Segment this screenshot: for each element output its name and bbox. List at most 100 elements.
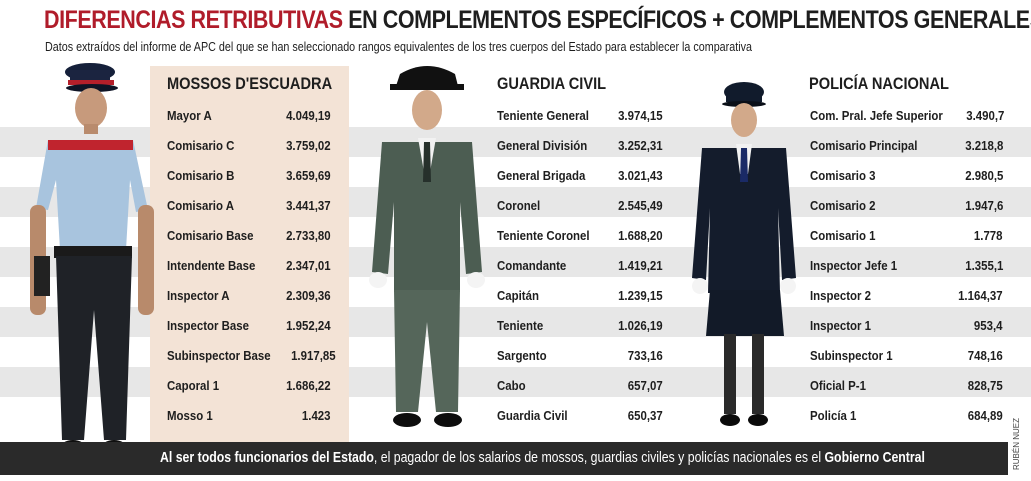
- rank-value: 684,89: [968, 407, 1003, 423]
- table-row: Mosso 1 1.423: [167, 400, 331, 430]
- rank-name: Caporal 1: [167, 377, 220, 393]
- rank-name: Subinspector 1: [810, 347, 893, 363]
- rank-name: Policía 1: [810, 407, 857, 423]
- rank-name: Comisario Principal: [810, 137, 918, 153]
- subtitle: Datos extraídos del informe de APC del q…: [45, 40, 752, 54]
- rank-name: Inspector A: [167, 287, 230, 303]
- footer-note: Al ser todos funcionarios del Estado, el…: [160, 449, 925, 466]
- policia-nacional-header: POLICÍA NACIONAL: [809, 74, 949, 93]
- rank-value: 3.659,69: [286, 167, 331, 183]
- rank-name: General División: [497, 137, 588, 153]
- rank-name: Mayor A: [167, 107, 212, 123]
- table-row: Comisario B 3.659,69: [167, 160, 331, 190]
- rank-name: Guardia Civil: [497, 407, 568, 423]
- rank-name: Comisario 2: [810, 197, 876, 213]
- table-row: Teniente 1.026,19: [497, 310, 663, 340]
- table-row: Cabo 657,07: [497, 370, 663, 400]
- guardia-civil-figure: [369, 66, 485, 427]
- rank-value: 1.423: [302, 407, 331, 423]
- rank-name: Sargento: [497, 347, 547, 363]
- table-row: Teniente General 3.974,15: [497, 100, 663, 130]
- table-row: Inspector A 2.309,36: [167, 280, 331, 310]
- rank-value: 748,16: [968, 347, 1003, 363]
- rank-name: Capitán: [497, 287, 539, 303]
- rank-name: Inspector 2: [810, 287, 872, 303]
- policia-nacional-figure: [692, 82, 796, 426]
- title-highlight: DIFERENCIAS RETRIBUTIVAS: [44, 6, 343, 34]
- table-row: Inspector 1 953,4: [810, 310, 1003, 340]
- rank-name: Intendente Base: [167, 257, 256, 273]
- table-row: Inspector Base 1.952,24: [167, 310, 331, 340]
- rank-name: Comisario 1: [810, 227, 876, 243]
- rank-value: 1.355,1: [964, 257, 1003, 273]
- table-row: Mayor A 4.049,19: [167, 100, 331, 130]
- table-row: Subinspector 1 748,16: [810, 340, 1003, 370]
- photo-credit: RUBÉN NUEZ: [1012, 417, 1021, 470]
- table-row: Comandante 1.419,21: [497, 250, 663, 280]
- rank-name: Inspector Jefe 1: [810, 257, 898, 273]
- guardia-civil-header: GUARDIA CIVIL: [497, 74, 607, 93]
- rank-name: Teniente General: [497, 107, 589, 123]
- table-row: Inspector 2 1.164,37: [810, 280, 1003, 310]
- table-row: Comisario 1 1.778: [810, 220, 1003, 250]
- rank-value: 3.021,43: [618, 167, 663, 183]
- table-row: Comisario C 3.759,02: [167, 130, 331, 160]
- page-title: DIFERENCIAS RETRIBUTIVAS EN COMPLEMENTOS…: [44, 6, 1031, 35]
- rank-value: 1.778: [974, 227, 1003, 243]
- rank-name: Mosso 1: [167, 407, 213, 423]
- footer-bar: [0, 442, 1008, 475]
- table-row: General División 3.252,31: [497, 130, 663, 160]
- rank-name: Comisario B: [167, 167, 235, 183]
- footer-bold-1: Al ser todos funcionarios del Estado: [160, 449, 374, 466]
- table-row: Comisario A 3.441,37: [167, 190, 331, 220]
- rank-value: 2.980,5: [964, 167, 1003, 183]
- table-row: Com. Pral. Jefe Superior 3.490,7: [810, 100, 1005, 130]
- rank-name: Teniente: [497, 317, 544, 333]
- table-row: General Brigada 3.021,43: [497, 160, 663, 190]
- rank-value: 3.759,02: [286, 137, 331, 153]
- rank-value: 2.309,36: [286, 287, 331, 303]
- rank-name: Comisario A: [167, 197, 234, 213]
- rank-value: 2.545,49: [618, 197, 663, 213]
- rank-value: 828,75: [968, 377, 1003, 393]
- table-row: Comisario Principal 3.218,8: [810, 130, 1003, 160]
- rank-value: 1.239,15: [618, 287, 663, 303]
- rank-name: General Brigada: [497, 167, 586, 183]
- rank-value: 733,16: [628, 347, 663, 363]
- rank-value: 2.347,01: [286, 257, 331, 273]
- rank-name: Teniente Coronel: [497, 227, 590, 243]
- rank-value: 3.218,8: [964, 137, 1003, 153]
- table-row: Teniente Coronel 1.688,20: [497, 220, 663, 250]
- rank-name: Comisario 3: [810, 167, 876, 183]
- table-row: Comisario 3 2.980,5: [810, 160, 1003, 190]
- rank-value: 1.419,21: [618, 257, 663, 273]
- table-row: Guardia Civil 650,37: [497, 400, 663, 430]
- rank-value: 1.947,6: [964, 197, 1003, 213]
- table-row: Sargento 733,16: [497, 340, 663, 370]
- table-row: Policía 1 684,89: [810, 400, 1003, 430]
- table-row: Inspector Jefe 1 1.355,1: [810, 250, 1003, 280]
- rank-value: 650,37: [628, 407, 663, 423]
- rank-value: 953,4: [974, 317, 1003, 333]
- rank-value: 3.490,7: [966, 107, 1005, 123]
- rank-name: Com. Pral. Jefe Superior: [810, 107, 943, 123]
- rank-value: 1.686,22: [286, 377, 331, 393]
- rank-value: 1.026,19: [618, 317, 663, 333]
- rank-name: Oficial P-1: [810, 377, 866, 393]
- table-row: Capitán 1.239,15: [497, 280, 663, 310]
- rank-name: Cabo: [497, 377, 526, 393]
- rank-name: Comisario C: [167, 137, 235, 153]
- rank-value: 3.974,15: [618, 107, 663, 123]
- rank-value: 657,07: [628, 377, 663, 393]
- rank-name: Inspector Base: [167, 317, 250, 333]
- rank-value: 3.252,31: [618, 137, 663, 153]
- table-row: Subinspector Base 1.917,85: [167, 340, 335, 370]
- mossos-officer-figure: [30, 63, 154, 456]
- rank-name: Comandante: [497, 257, 567, 273]
- rank-name: Inspector 1: [810, 317, 872, 333]
- rank-value: 1.164,37: [958, 287, 1003, 303]
- mossos-panel: [150, 66, 349, 442]
- rank-name: Comisario Base: [167, 227, 254, 243]
- rank-value: 1.688,20: [618, 227, 663, 243]
- rank-value: 3.441,37: [286, 197, 331, 213]
